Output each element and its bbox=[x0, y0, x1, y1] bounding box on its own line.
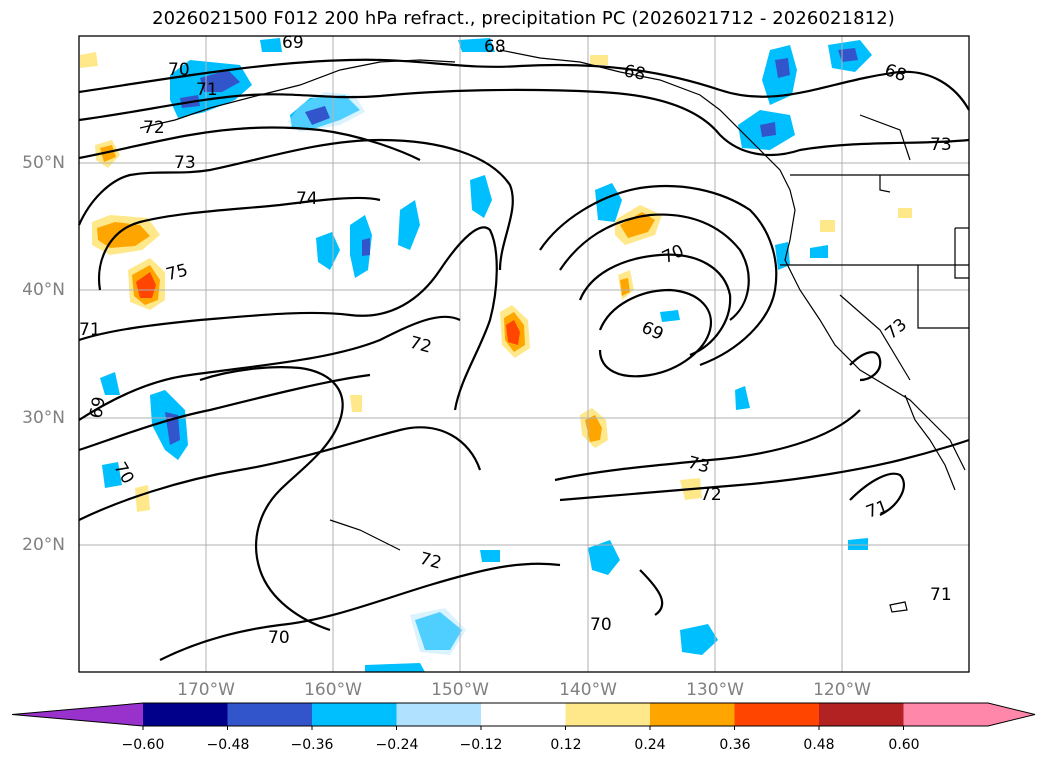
contour-label: 68 bbox=[882, 60, 909, 86]
contour-label: 68 bbox=[484, 37, 506, 57]
colorbar-tick-label: 0.60 bbox=[888, 737, 920, 753]
contour-label: 72 bbox=[700, 485, 722, 505]
lat-label: 50°N bbox=[22, 153, 65, 173]
colorbar-extend-min bbox=[12, 703, 143, 726]
colorbar-tick-label: −0.24 bbox=[375, 737, 419, 753]
contour-label: 73 bbox=[685, 453, 711, 478]
colorbar-bin bbox=[650, 703, 735, 726]
colorbar-bin bbox=[819, 703, 904, 726]
contour-label: 72 bbox=[143, 118, 165, 138]
contour-label: 70 bbox=[268, 628, 290, 648]
colorbar-tick-label: 0.36 bbox=[719, 737, 751, 753]
lon-label: 150°W bbox=[431, 680, 489, 700]
colorbar-tick-label: 0.24 bbox=[634, 737, 666, 753]
colorbar-tick-label: −0.36 bbox=[290, 737, 334, 753]
lon-label: 170°W bbox=[177, 680, 235, 700]
colorbar-extend-max bbox=[988, 703, 1035, 726]
lon-label: 130°W bbox=[686, 680, 744, 700]
contour-label: 71 bbox=[864, 497, 891, 523]
colorbar-tick-label: −0.12 bbox=[459, 737, 503, 753]
lat-label: 30°N bbox=[22, 408, 65, 428]
lon-label: 120°W bbox=[813, 680, 871, 700]
contour-label: 70 bbox=[590, 615, 612, 635]
colorbar-tick-label: −0.60 bbox=[121, 737, 165, 753]
colorbar-bin bbox=[565, 703, 651, 726]
colorbar-tick-label: −0.48 bbox=[206, 737, 250, 753]
contour-label: 74 bbox=[296, 189, 318, 209]
lat-label: 20°N bbox=[22, 535, 65, 555]
colorbar-bin bbox=[143, 703, 228, 726]
contour-label: 68 bbox=[622, 61, 647, 84]
contour-label: 72 bbox=[417, 549, 443, 574]
contour-label: 73 bbox=[174, 153, 196, 173]
map-frame bbox=[78, 35, 970, 673]
contour-label: 71 bbox=[930, 585, 952, 605]
colorbar-bin bbox=[481, 703, 566, 726]
colorbar-tick-label: 0.48 bbox=[803, 737, 835, 753]
graticule bbox=[79, 36, 969, 672]
contour-label: 71 bbox=[196, 80, 218, 100]
colorbar-tick-label: 0.12 bbox=[550, 737, 582, 753]
colorbar-bin bbox=[903, 703, 989, 726]
colorbar-bin bbox=[312, 703, 397, 726]
contour-label: 75 bbox=[164, 260, 190, 285]
contour-label: 69 bbox=[282, 33, 304, 53]
colorbar-bin bbox=[396, 703, 482, 726]
contour-label: 72 bbox=[407, 333, 433, 358]
lon-label: 160°W bbox=[304, 680, 362, 700]
contour-label: 71 bbox=[79, 320, 101, 340]
contour-label: 73 bbox=[930, 135, 952, 155]
colorbar-bin bbox=[734, 703, 820, 726]
colorbar bbox=[11, 702, 1036, 730]
contour-label: 70 bbox=[659, 241, 687, 268]
contour-label: 69 bbox=[86, 395, 109, 420]
lon-label: 140°W bbox=[559, 680, 617, 700]
lat-label: 40°N bbox=[22, 280, 65, 300]
coastlines bbox=[139, 49, 969, 613]
contour-label: 70 bbox=[168, 60, 190, 80]
refractivity-contours bbox=[77, 58, 970, 661]
chart-title: 2026021500 F012 200 hPa refract., precip… bbox=[152, 8, 895, 29]
colorbar-bin bbox=[227, 703, 313, 726]
